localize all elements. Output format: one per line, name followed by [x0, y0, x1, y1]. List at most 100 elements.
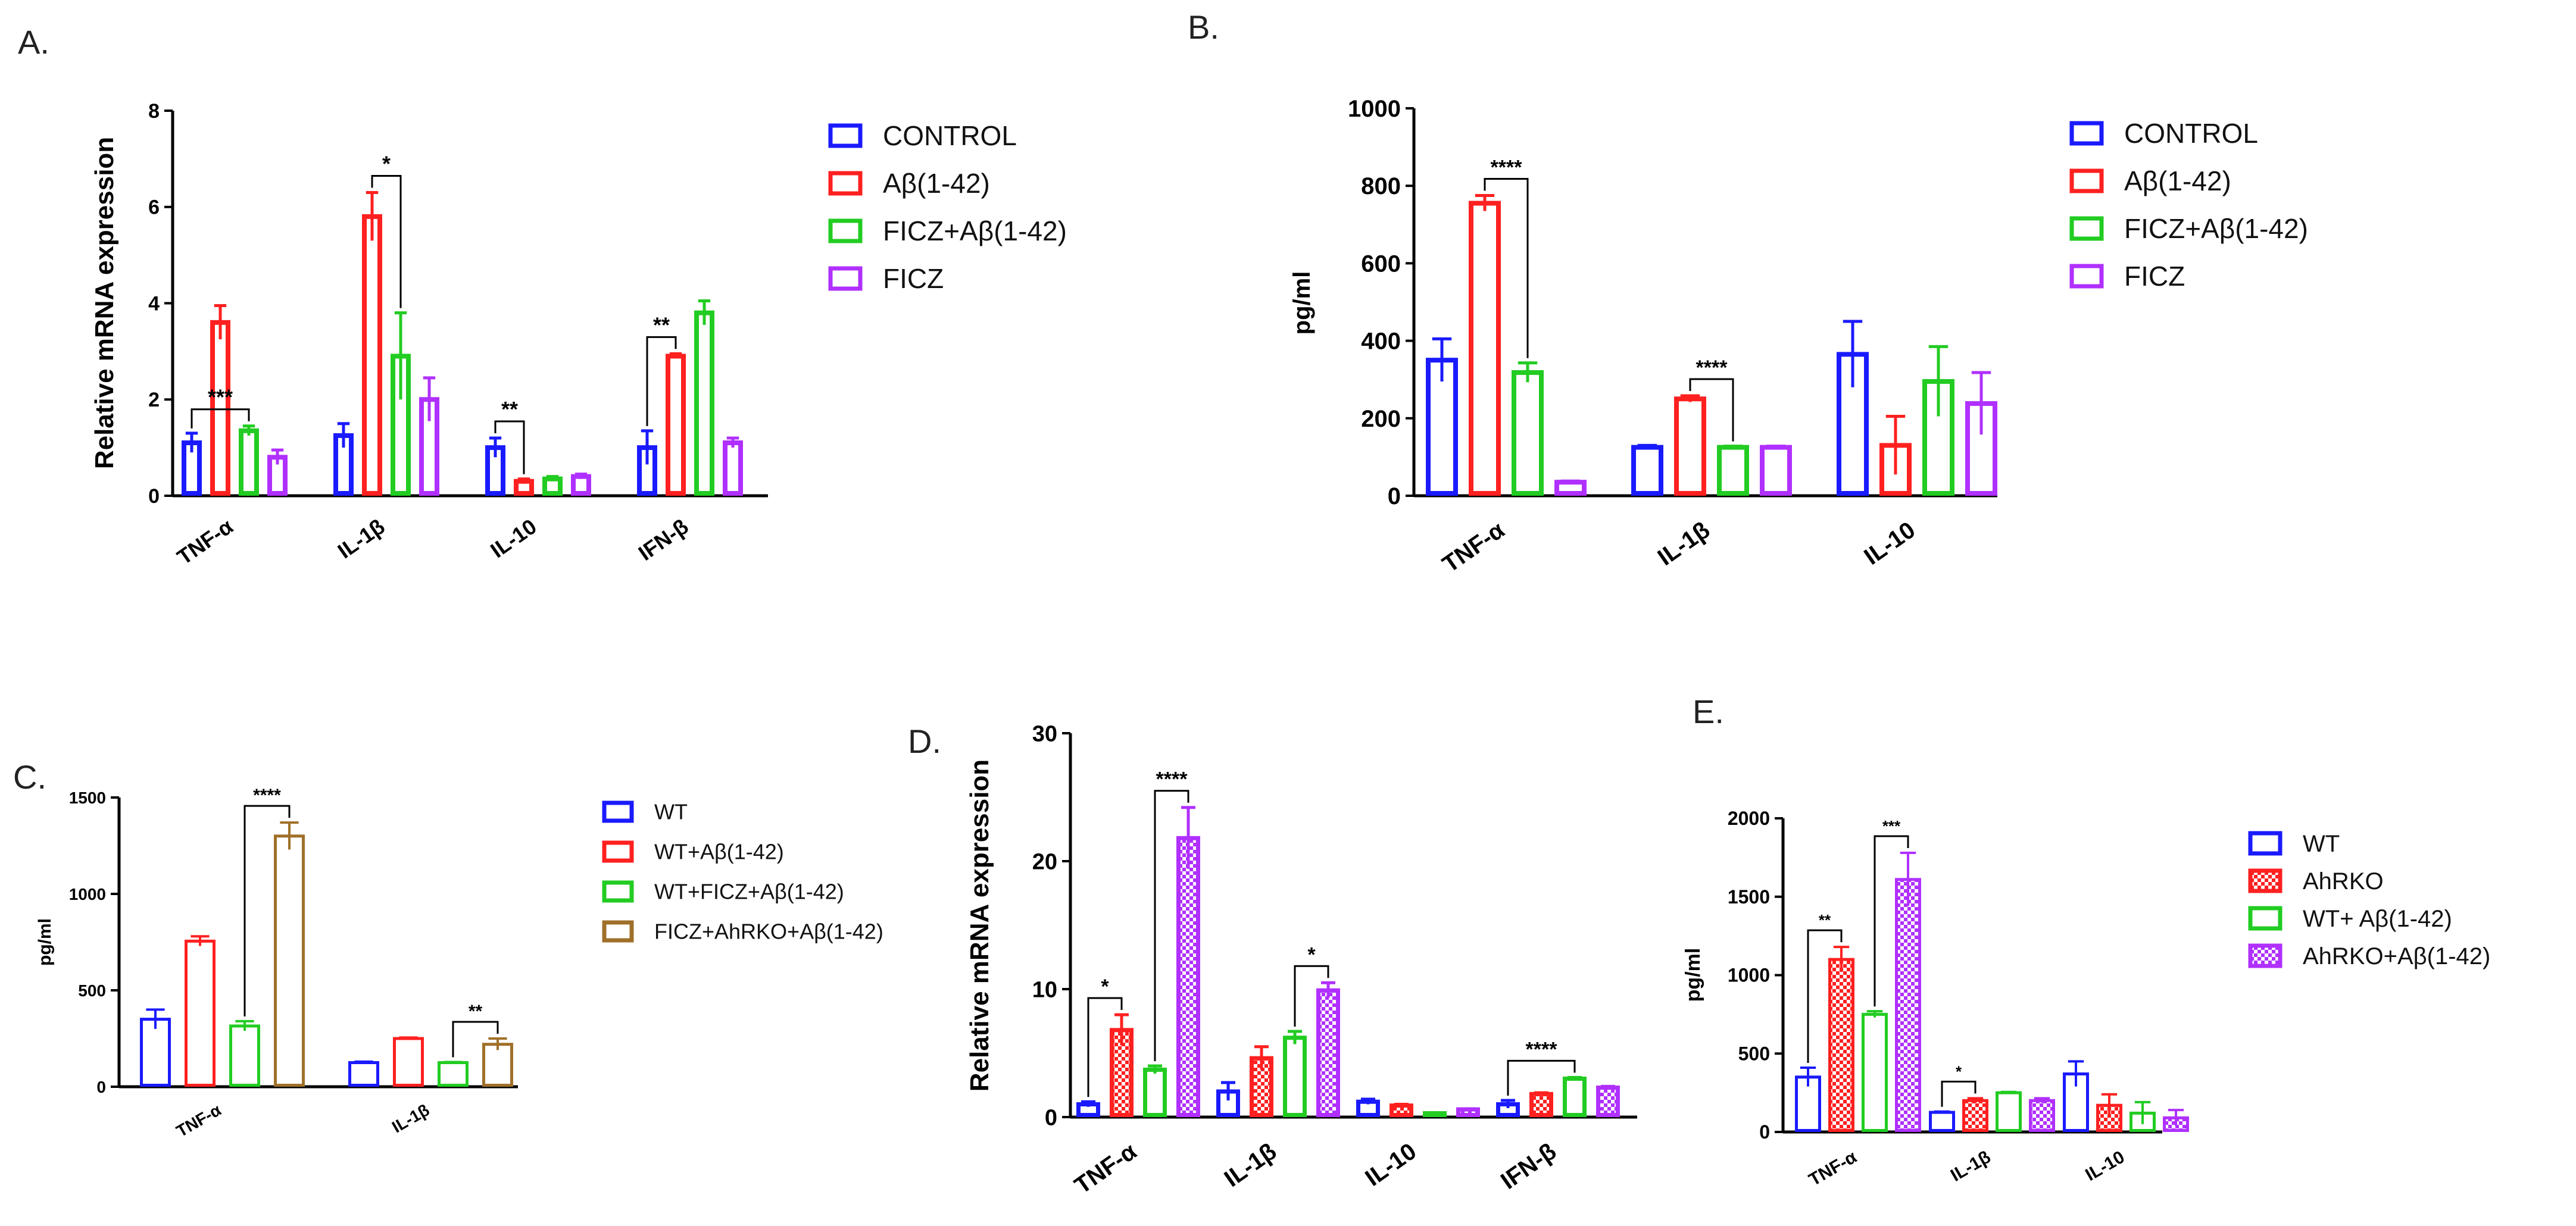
legend-swatch — [828, 218, 863, 243]
panel-letter: D. — [908, 723, 941, 760]
bar-FICZ-IL-1β — [1760, 445, 1792, 496]
x-category-label: IL-1β — [389, 1100, 432, 1136]
bar-WT+ Aβ(1-42)-IL-1β — [1996, 1091, 2022, 1132]
x-category-label: IL-10 — [486, 514, 541, 563]
bar-WT-IL-1β — [348, 1061, 379, 1087]
x-category-label: TNF-α — [1806, 1147, 1860, 1190]
significance-bracket — [1807, 929, 1843, 1063]
y-tick-label: 0 — [1759, 1121, 1770, 1143]
bar-AhRKO+Aβ(1-42)-IFN-β — [1596, 1086, 1620, 1118]
bar-WT-IL-1β — [1929, 1111, 1955, 1132]
significance-stars: * — [382, 151, 391, 176]
legend-swatch — [2069, 216, 2104, 241]
y-tick-label: 0 — [1045, 1105, 1057, 1130]
y-tick-label: 1500 — [69, 789, 106, 807]
x-category-label: TNF-α — [1070, 1138, 1141, 1199]
bar-WT+Aβ(1-42)-TNF-α — [185, 939, 216, 1087]
x-category-label: IL-10 — [1859, 517, 1920, 570]
y-axis-label: Relative mRNA expression — [90, 137, 119, 469]
legend-swatch — [2248, 906, 2283, 931]
bar-FICZ+Aβ(1-42)-TNF-α — [1512, 370, 1544, 496]
legend-entry-label: CONTROL — [2124, 118, 2258, 149]
legend-entry-label: WT — [2303, 831, 2340, 857]
bar-FICZ+AhRKO+Aβ(1-42)-IL-1β — [482, 1043, 513, 1087]
y-tick-label: 2 — [148, 389, 160, 411]
panel-letter: A. — [18, 23, 49, 61]
y-tick-label: 500 — [1738, 1043, 1770, 1064]
legend-swatch — [2069, 121, 2104, 146]
x-category-label: IL-1β — [1220, 1138, 1281, 1192]
bar-AhRKO-IL-10 — [1390, 1103, 1413, 1118]
legend-swatch — [2248, 868, 2283, 893]
y-axis-label: pg/ml — [1289, 271, 1315, 335]
legend-entry-label: AhRKO — [2303, 868, 2384, 895]
legend-swatch — [828, 123, 863, 148]
y-tick-label: 4 — [148, 292, 160, 315]
legend-entry-label: FICZ — [883, 263, 944, 294]
significance-stars: **** — [1696, 356, 1728, 379]
y-tick-label: 20 — [1032, 849, 1057, 874]
bar-FICZ-TNF-α — [1554, 480, 1587, 496]
bar-FICZ+AhRKO+Aβ(1-42)-TNF-α — [274, 834, 305, 1087]
legend-swatch — [602, 880, 634, 903]
significance-bracket — [494, 420, 525, 474]
bar-WT+FICZ+Aβ(1-42)-TNF-α — [229, 1024, 260, 1087]
significance-stars: **** — [1526, 1038, 1558, 1061]
significance-stars: **** — [1491, 156, 1523, 179]
bar-AhRKO-TNF-α — [1828, 958, 1854, 1133]
bar-AhRKO+Aβ(1-42)-IL-1β — [1316, 988, 1340, 1118]
significance-bracket — [1087, 997, 1123, 1097]
x-category-label: IL-1β — [333, 514, 389, 564]
chart-panel-b: B. 0 200 400 600 800 1000 pg/ml TNF-α IL-1β IL-10 *… — [1188, 8, 2308, 578]
bar-WT+FICZ+Aβ(1-42)-IL-1β — [438, 1061, 469, 1087]
y-tick-label: 500 — [78, 981, 106, 1000]
legend-swatch — [602, 920, 634, 943]
chart-panel-a: A. 0 2 4 6 8 Relative mRNA expression TNF-α IL-1… — [18, 23, 1067, 570]
y-tick-label: 400 — [1361, 329, 1401, 355]
significance-stars: ** — [469, 1002, 483, 1021]
legend-swatch — [602, 800, 634, 823]
x-category-label: TNF-α — [173, 514, 238, 570]
bar-Aβ(1-42)-IL-1β — [362, 214, 382, 496]
y-tick-label: 0 — [1388, 483, 1401, 509]
y-tick-label: 0 — [96, 1078, 106, 1096]
significance-bracket — [452, 1021, 499, 1058]
bar-WT+ Aβ(1-42)-TNF-α — [1862, 1012, 1888, 1132]
y-tick-label: 1000 — [1348, 96, 1401, 122]
significance-stars: ** — [501, 397, 518, 421]
bar-FICZ+Aβ(1-42)-IL-1β — [1717, 445, 1749, 496]
legend-swatch — [2248, 943, 2283, 968]
significance-stars: ** — [1819, 911, 1831, 929]
legend-entry-label: WT — [654, 800, 688, 824]
y-tick-label: 600 — [1361, 251, 1401, 277]
legend-swatch — [2069, 264, 2104, 289]
y-tick-label: 30 — [1032, 721, 1057, 746]
bar-Aβ(1-42)-TNF-α — [1469, 201, 1501, 496]
bar-FICZ-IL-10 — [571, 474, 591, 496]
bar-AhRKO+Aβ(1-42)-TNF-α — [1895, 878, 1921, 1132]
legend-entry-label: WT+ Aβ(1-42) — [2303, 906, 2452, 932]
y-tick-label: 1000 — [69, 885, 106, 903]
panel-letter: B. — [1188, 8, 1219, 46]
x-category-label: TNF-α — [1438, 517, 1509, 578]
significance-stars: **** — [253, 786, 281, 805]
significance-bracket — [371, 174, 402, 308]
bar-FICZ+Aβ(1-42)-TNF-α — [239, 428, 259, 496]
legend-entry-label: Aβ(1-42) — [883, 168, 990, 199]
significance-bracket — [1941, 1080, 1977, 1107]
bar-WT+ Aβ(1-42)-TNF-α — [1143, 1067, 1167, 1117]
legend-swatch — [828, 171, 863, 196]
legend-swatch — [828, 266, 863, 291]
bar-CONTROL-IL-1β — [1631, 445, 1663, 496]
bar-AhRKO-IFN-β — [1529, 1091, 1553, 1118]
y-tick-label: 800 — [1361, 173, 1401, 199]
x-category-label: IFN-β — [634, 514, 693, 565]
y-tick-label: 0 — [148, 485, 160, 508]
y-tick-label: 8 — [148, 100, 160, 123]
bar-AhRKO-IL-1β — [1962, 1099, 1988, 1133]
x-category-label: IL-1β — [1653, 517, 1715, 571]
x-category-label: IL-1β — [1947, 1147, 1994, 1185]
legend-entry-label: AhRKO+Aβ(1-42) — [2303, 943, 2490, 969]
